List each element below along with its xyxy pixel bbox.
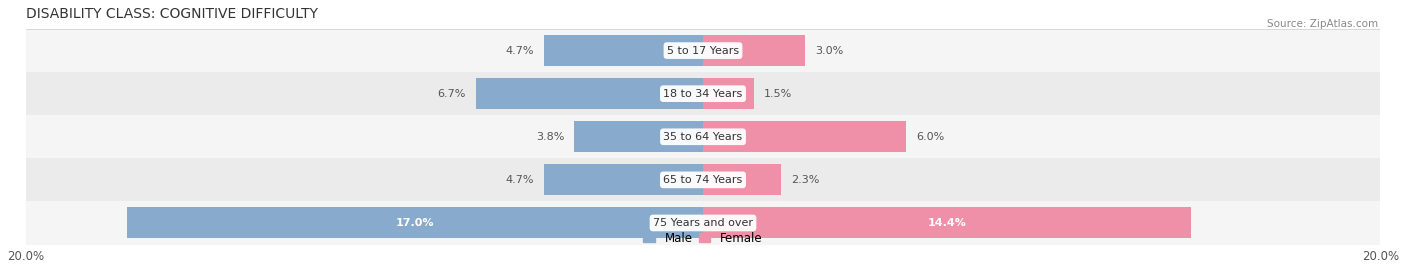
- Bar: [703, 164, 780, 195]
- Text: DISABILITY CLASS: COGNITIVE DIFFICULTY: DISABILITY CLASS: COGNITIVE DIFFICULTY: [25, 7, 318, 21]
- Text: 6.7%: 6.7%: [437, 89, 465, 99]
- Text: 6.0%: 6.0%: [917, 132, 945, 142]
- Text: 35 to 64 Years: 35 to 64 Years: [664, 132, 742, 142]
- Text: 2.3%: 2.3%: [792, 175, 820, 185]
- Bar: [127, 207, 703, 238]
- Bar: [25, 72, 1381, 115]
- Text: 75 Years and over: 75 Years and over: [652, 218, 754, 228]
- Text: 18 to 34 Years: 18 to 34 Years: [664, 89, 742, 99]
- Text: 4.7%: 4.7%: [505, 175, 534, 185]
- Bar: [25, 158, 1381, 201]
- Text: 1.5%: 1.5%: [763, 89, 792, 99]
- Bar: [25, 29, 1381, 72]
- Text: Source: ZipAtlas.com: Source: ZipAtlas.com: [1267, 19, 1378, 29]
- Bar: [703, 207, 1191, 238]
- Bar: [574, 121, 703, 152]
- Text: 3.0%: 3.0%: [815, 46, 844, 56]
- Bar: [477, 78, 703, 109]
- Bar: [25, 115, 1381, 158]
- Text: 14.4%: 14.4%: [928, 218, 966, 228]
- Bar: [25, 201, 1381, 245]
- Bar: [703, 78, 754, 109]
- Text: 3.8%: 3.8%: [536, 132, 564, 142]
- Text: 4.7%: 4.7%: [505, 46, 534, 56]
- Legend: Male, Female: Male, Female: [638, 227, 768, 249]
- Text: 65 to 74 Years: 65 to 74 Years: [664, 175, 742, 185]
- Text: 5 to 17 Years: 5 to 17 Years: [666, 46, 740, 56]
- Bar: [544, 164, 703, 195]
- Bar: [703, 121, 907, 152]
- Bar: [703, 35, 804, 66]
- Text: 17.0%: 17.0%: [396, 218, 434, 228]
- Bar: [544, 35, 703, 66]
